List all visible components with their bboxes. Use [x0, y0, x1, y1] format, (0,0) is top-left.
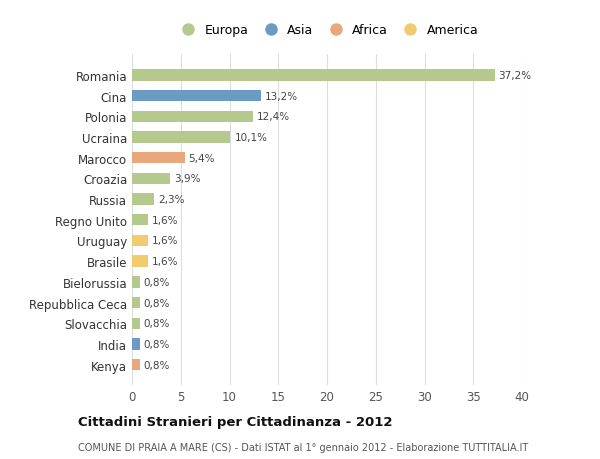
Text: 1,6%: 1,6% — [151, 215, 178, 225]
Text: Cittadini Stranieri per Cittadinanza - 2012: Cittadini Stranieri per Cittadinanza - 2… — [78, 415, 392, 428]
Text: 2,3%: 2,3% — [158, 195, 185, 205]
Bar — [132, 91, 260, 102]
Bar — [132, 215, 148, 226]
Text: 0,8%: 0,8% — [144, 360, 170, 370]
Bar — [132, 174, 170, 185]
Text: 37,2%: 37,2% — [499, 71, 532, 81]
Text: 13,2%: 13,2% — [265, 91, 298, 101]
Bar — [132, 359, 140, 370]
Text: 5,4%: 5,4% — [188, 153, 215, 163]
Text: 1,6%: 1,6% — [151, 236, 178, 246]
Text: 1,6%: 1,6% — [151, 257, 178, 267]
Text: 0,8%: 0,8% — [144, 277, 170, 287]
Bar — [132, 256, 148, 267]
Bar — [132, 70, 495, 81]
Legend: Europa, Asia, Africa, America: Europa, Asia, Africa, America — [173, 22, 481, 39]
Bar — [132, 235, 148, 246]
Bar — [132, 318, 140, 329]
Text: 10,1%: 10,1% — [235, 133, 268, 143]
Bar — [132, 194, 154, 205]
Bar — [132, 277, 140, 288]
Bar — [132, 132, 230, 143]
Text: 0,8%: 0,8% — [144, 339, 170, 349]
Text: 0,8%: 0,8% — [144, 298, 170, 308]
Bar — [132, 339, 140, 350]
Bar — [132, 153, 185, 164]
Bar — [132, 297, 140, 308]
Text: 12,4%: 12,4% — [257, 112, 290, 122]
Text: 3,9%: 3,9% — [174, 174, 200, 184]
Text: 0,8%: 0,8% — [144, 319, 170, 329]
Bar — [132, 112, 253, 123]
Text: COMUNE DI PRAIA A MARE (CS) - Dati ISTAT al 1° gennaio 2012 - Elaborazione TUTTI: COMUNE DI PRAIA A MARE (CS) - Dati ISTAT… — [78, 442, 528, 452]
